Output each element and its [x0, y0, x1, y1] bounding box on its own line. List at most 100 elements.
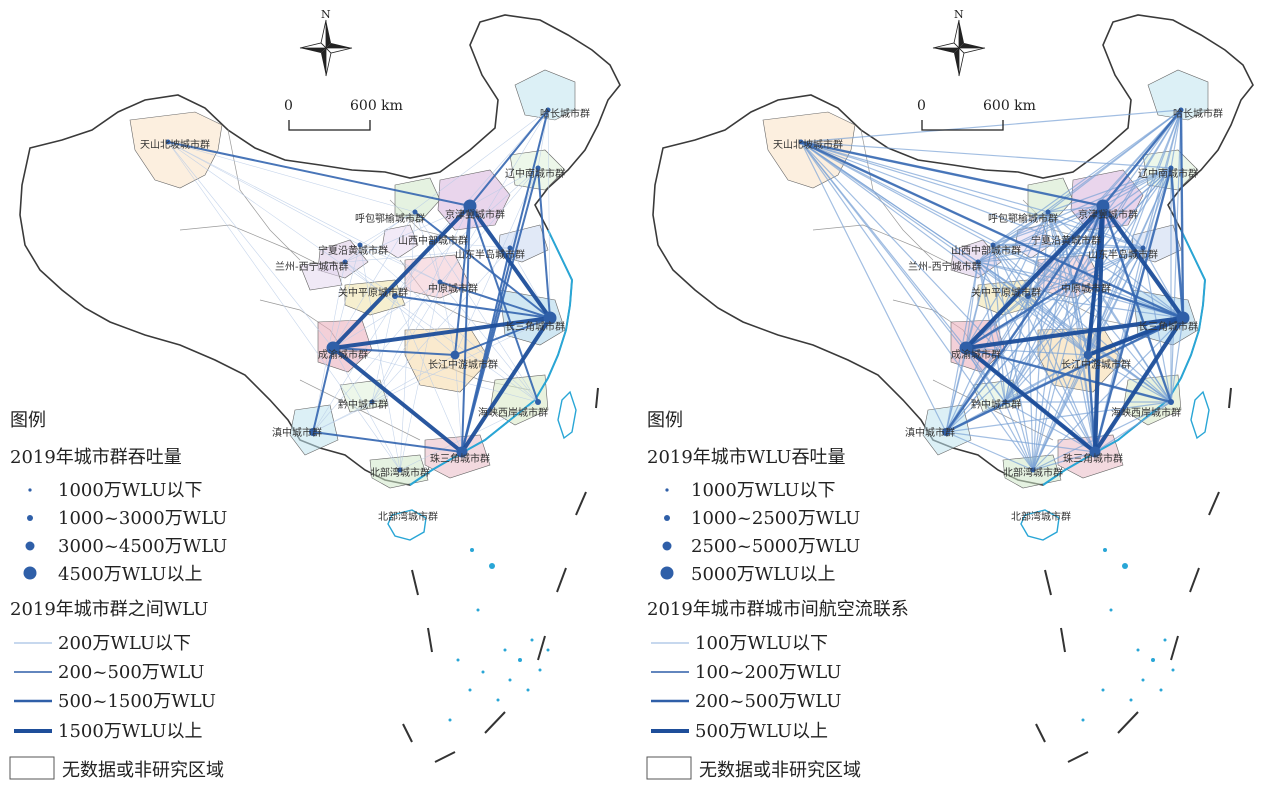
- flow-link-light: [167, 141, 334, 349]
- cluster-node: [1062, 239, 1068, 245]
- cluster-node: [1176, 311, 1190, 325]
- flow-link-light: [1087, 354, 1172, 403]
- cluster-node: [1002, 399, 1008, 405]
- flow-link-heavy: [460, 316, 552, 454]
- cluster-label: 海峡西岸城市群: [1111, 406, 1181, 419]
- flow-link-light: [1170, 317, 1184, 403]
- cluster-node: [959, 341, 973, 355]
- flow-link-heavy: [332, 316, 551, 350]
- flow-link-light: [332, 347, 539, 403]
- flow-link-light: [992, 109, 1182, 246]
- legend-nodes-title: 2019年城市群吞吐量: [10, 447, 182, 468]
- flow-link: [312, 431, 463, 453]
- flow-link-light: [977, 261, 1074, 283]
- flow-link: [1179, 109, 1185, 319]
- cluster-node: [535, 399, 541, 405]
- flow-link-light: [800, 141, 994, 246]
- cluster-node: [1096, 199, 1110, 213]
- legend-title: 图例: [647, 410, 683, 431]
- legend-link-3: 500~1500万WLU: [58, 691, 216, 712]
- flow-link-heavy: [1101, 204, 1185, 320]
- flow-link: [537, 167, 551, 319]
- flow-links-left: [167, 109, 552, 471]
- flow-link-light: [977, 261, 1096, 453]
- flow-link-light: [1094, 401, 1172, 453]
- flow-link-light: [977, 261, 1034, 471]
- flow-link-light: [1027, 281, 1074, 297]
- north-arrow-icon: [932, 19, 986, 77]
- legend-node-2: 1000~2500万WLU: [691, 508, 860, 529]
- flow-link-light: [977, 244, 994, 263]
- legend-node-4: 5000万WLU以上: [691, 564, 835, 585]
- flow-link-light: [1087, 109, 1182, 356]
- flow-link: [461, 247, 511, 453]
- legend-link-2: 100~200万WLU: [695, 662, 841, 683]
- cluster-node: [507, 245, 513, 251]
- flow-link-light: [312, 401, 373, 433]
- flow-link-light: [965, 211, 1049, 349]
- cluster-node: [535, 165, 541, 171]
- legend-link-4: 500万WLU以上: [695, 721, 828, 742]
- flow-link-light: [344, 247, 511, 263]
- nine-dash-line: [1035, 387, 1232, 763]
- cluster-label: 呼包鄂榆城市群: [988, 212, 1058, 225]
- cluster-node: [450, 350, 460, 360]
- cluster-node: [369, 399, 375, 405]
- cluster-label: 珠三角城市群: [1063, 452, 1123, 465]
- legend-link-4: 1500万WLU以上: [58, 721, 202, 742]
- cluster-label: 北部湾城市群: [1003, 466, 1063, 479]
- flow-link-heavy: [964, 204, 1105, 350]
- flow-link-light: [1047, 211, 1184, 319]
- flow-link: [167, 141, 471, 207]
- flow-link-light: [945, 281, 1074, 433]
- cluster-node: [165, 139, 171, 145]
- flow-link-light: [359, 244, 441, 283]
- flow-link-light: [547, 109, 551, 319]
- flow-link: [945, 316, 1184, 434]
- flow-link-light: [431, 241, 456, 356]
- cluster-label: 长江中游城市群: [1061, 358, 1131, 371]
- legend-node-1: 1000万WLU以下: [691, 480, 835, 501]
- cluster-label: 天山北坡城市群: [140, 138, 210, 151]
- flow-link-light: [1027, 295, 1034, 471]
- flow-link-light: [469, 167, 539, 207]
- flow-link-light: [800, 141, 1096, 453]
- scale-bar: 0 600 km: [917, 98, 1036, 131]
- flow-link-light: [1072, 281, 1096, 453]
- cluster-label: 成渝城市群: [951, 348, 1001, 361]
- flow-link-light: [965, 347, 1089, 356]
- cluster-label: 山西中部城市群: [398, 234, 468, 247]
- flow-link-light: [945, 109, 1182, 433]
- flow-link-light: [977, 167, 1172, 263]
- cluster-label: 黔中城市群: [971, 398, 1021, 411]
- flow-link-light: [1004, 247, 1144, 403]
- flow-link-light: [1170, 109, 1182, 403]
- cluster-node: [463, 199, 477, 213]
- flow-link-light: [800, 141, 1089, 356]
- legend-node-3: 3000~4500万WLU: [58, 536, 227, 557]
- cluster-node: [1070, 279, 1076, 285]
- cluster-label: 长江中游城市群: [428, 358, 498, 371]
- cluster-nodes-left: [165, 107, 557, 473]
- flow-link-light: [992, 244, 1074, 283]
- flow-link-light: [1004, 401, 1096, 453]
- flow-link: [1093, 167, 1173, 453]
- cluster-node: [456, 446, 468, 458]
- scale-zero: 0: [284, 98, 293, 114]
- flow-link-light: [945, 354, 1089, 433]
- flow-link: [469, 109, 549, 207]
- flow-links-right: [800, 109, 1185, 471]
- cluster-label: 京津冀城市群: [445, 208, 505, 221]
- flow-link-light: [431, 109, 549, 243]
- flow-link-light: [992, 244, 1096, 453]
- flow-link-light: [1032, 401, 1172, 471]
- cluster-node: [342, 259, 348, 265]
- flow-link-light: [800, 141, 1006, 403]
- flow-link-light: [399, 401, 539, 471]
- cluster-label: 山西中部城市群: [951, 244, 1021, 257]
- flow-link: [439, 281, 551, 319]
- cluster-node: [392, 293, 398, 299]
- flow-link: [394, 295, 551, 319]
